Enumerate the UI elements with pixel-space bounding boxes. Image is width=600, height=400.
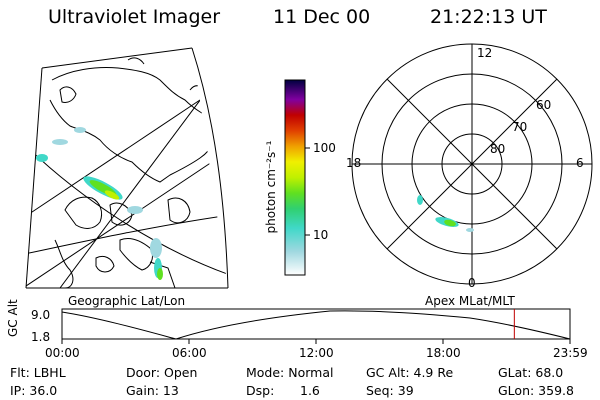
altitude-ytick-low: 1.8 [31,330,51,344]
altitude-xtick: 23:59 [553,346,588,360]
dsp-info-value: 1.6 [300,383,320,398]
altitude-xtick: 00:00 [45,346,80,360]
coastline [95,255,115,273]
coastline [119,237,153,271]
gain-info: Gain: 13 [126,383,179,398]
colorbar-tick-10: 10 [313,228,329,242]
mlt-label-6: 6 [576,156,584,170]
filter-info: Flt: LBHL [10,365,66,380]
coastline [54,239,74,288]
coastline [167,197,191,224]
coastline [127,57,145,65]
mlat-label-80: 80 [490,142,506,156]
time-label: 21:22:13 UT [430,6,547,28]
altitude-xtick: 18:00 [426,346,461,360]
mlt-label-18: 18 [346,156,362,170]
instrument-title: Ultraviolet Imager [48,6,221,28]
altitude-ytick-high: 9.0 [31,308,51,322]
mlt-label-12: 12 [477,46,493,60]
coastline [64,196,103,229]
mlat-label-60: 60 [536,98,552,112]
altitude-curve [61,310,571,340]
mode-info: Mode: Normal [246,365,334,380]
gc-alt-info: GC Alt: 4.9 Re [366,365,454,380]
glat-info: GLat: 68.0 [498,365,564,380]
polar-panel-label: Apex MLat/MLT [425,294,515,308]
coastline [59,86,77,103]
altitude-xtick: 12:00 [299,346,334,360]
coastline [49,67,217,183]
date-label: 11 Dec 00 [273,6,371,28]
glon-info: GLon: 359.8 [498,383,574,398]
dsp-info-label: Dsp: [246,383,275,398]
geo-panel-label: Geographic Lat/Lon [68,294,186,308]
altitude-ylabel-text: GC Alt [6,299,20,337]
colorbar-tick-100: 100 [313,141,336,155]
ip-info: IP: 36.0 [10,383,58,398]
seq-info: Seq: 39 [366,383,414,398]
door-info: Door: Open [126,365,198,380]
altitude-xtick: 06:00 [172,346,207,360]
mlt-label-0: 0 [468,276,476,290]
mlat-label-70: 70 [512,120,528,134]
